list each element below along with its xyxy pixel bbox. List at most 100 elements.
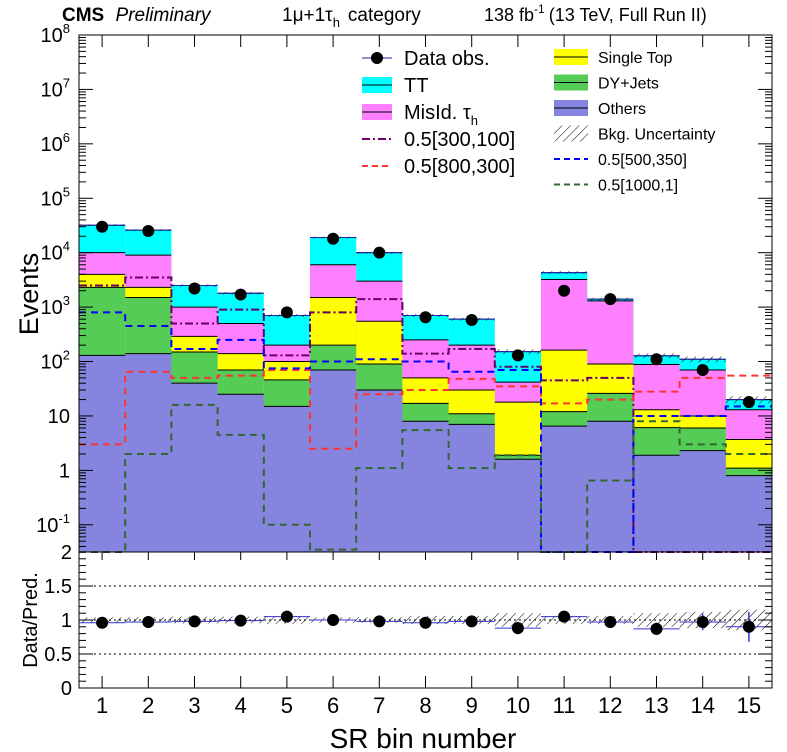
x-axis: 1 2 3 4 5 6 7 8 9 10 11 12 13 14 15 [96, 35, 761, 718]
tick-exponent: 6 [63, 130, 70, 145]
tick-base: 10 [41, 297, 63, 319]
ratio-point-bin-14 [696, 616, 709, 629]
x-tick-label-10: 10 [506, 693, 530, 718]
legend-label-sig_1000_1: 0.5[1000,1] [598, 178, 678, 195]
legend-label-sig_800_300: 0.5[800,300] [404, 156, 515, 178]
tick-exponent: 8 [63, 21, 70, 36]
tick-base: 10 [41, 352, 63, 374]
data-point-bin-7 [373, 246, 386, 259]
stack-bar-others-bin-11 [541, 426, 588, 552]
legend-label-singletop: Single Top [598, 50, 673, 67]
data-point-bin-2 [142, 225, 155, 238]
ratio-y-tick-label-3: 1.5 [44, 576, 72, 598]
x-tick-label-15: 15 [737, 693, 761, 718]
main-y-tick-label-2: 10 [48, 406, 70, 428]
lumi-superscript: -1 [534, 2, 545, 16]
tick-exponent: -1 [58, 511, 70, 526]
status-label: Preliminary [116, 5, 213, 26]
legend-label-others: Others [598, 101, 646, 118]
legend-left-data-marker [371, 52, 383, 64]
data-point-bin-10 [511, 349, 524, 362]
ratio-point-bin-2 [142, 616, 155, 629]
x-tick-label-12: 12 [598, 693, 622, 718]
main-y-tick-label-9: 108 [41, 21, 70, 47]
main-y-tick-label-4: 103 [41, 293, 70, 319]
stack-bar-others-bin-5 [263, 406, 310, 552]
x-tick-label-4: 4 [235, 693, 247, 718]
ratio-y-label: Data/Pred. [20, 572, 42, 668]
legend-subscript: h [471, 113, 478, 128]
ratio-point-bin-3 [188, 615, 201, 628]
category-subscript: h [333, 15, 340, 30]
data-point-bin-14 [696, 363, 709, 376]
stack-bar-others-bin-15 [725, 475, 772, 552]
tick-base: 10 [41, 25, 63, 47]
x-tick-label-11: 11 [553, 693, 576, 718]
data-point-bin-13 [650, 353, 663, 366]
legend-label-sig_300_100: 0.5[300,100] [404, 129, 515, 151]
stack-bar-others-bin-8 [402, 421, 449, 552]
main-y-tick-label-0: 10-1 [36, 511, 70, 537]
stack-bar-others-bin-2 [125, 353, 172, 552]
data-point-bin-9 [465, 313, 478, 326]
stack-bar-others-bin-13 [633, 455, 680, 552]
tick-base: 10 [41, 79, 63, 101]
legend-label-tt: TT [404, 75, 428, 97]
data-point-bin-15 [742, 396, 755, 409]
x-tick-label-3: 3 [188, 693, 200, 718]
main-stack [79, 224, 772, 552]
stack-bar-others-bin-14 [679, 450, 726, 552]
tick-base: 10 [41, 188, 63, 210]
ratio-point-bin-5 [280, 610, 293, 623]
ratio-point-bin-8 [419, 616, 432, 629]
tick-base: 10 [36, 515, 58, 537]
stack-bar-others-bin-6 [310, 369, 357, 552]
ratio-point-bin-4 [234, 614, 247, 627]
lumi-value: 138 fb [484, 5, 534, 25]
ratio-point-bin-11 [558, 610, 571, 623]
ratio-band-bin-10 [494, 613, 541, 627]
legend-label-dy: DY+Jets [598, 76, 659, 93]
main-y-tick-label-6: 105 [41, 184, 70, 210]
x-tick-label-7: 7 [373, 693, 385, 718]
plot-header: CMS Preliminary [62, 5, 212, 26]
x-tick-label-14: 14 [690, 693, 714, 718]
ratio-point-bin-6 [327, 614, 340, 626]
main-y-tick-label-8: 107 [41, 75, 70, 101]
tick-exponent: 3 [63, 293, 70, 308]
ratio-points [96, 610, 755, 642]
data-point-bin-12 [604, 293, 617, 306]
data-point-bin-4 [234, 288, 247, 301]
main-y-tick-label-5: 104 [41, 239, 70, 265]
legend: Data obs. TT MisId. τh0.5[300,100] 0.5[800,… [362, 48, 715, 195]
category-prefix: 1μ+1τ [282, 5, 333, 26]
lumi-rest: (13 TeV, Full Run II) [549, 5, 707, 25]
legend-label-misid: MisId. τh [404, 102, 478, 128]
ratio-y-tick-label-1: 0.5 [44, 644, 72, 666]
ratio-y-axis: 0 0.5 1 1.5 2 [44, 542, 772, 700]
ratio-point-bin-9 [465, 615, 478, 628]
tick-exponent: 4 [63, 239, 70, 254]
tick-base: 10 [41, 134, 63, 156]
ratio-point-bin-12 [604, 616, 617, 629]
ratio-point-bin-10 [511, 622, 524, 635]
main-y-tick-label-7: 106 [41, 130, 70, 156]
category-label: 1μ+1τh category [282, 5, 421, 30]
signal-line-sig_1000_1 [79, 403, 772, 553]
data-point-bin-1 [96, 220, 109, 233]
main-y-label: Events [14, 253, 44, 336]
stack-bar-others-bin-12 [587, 421, 634, 552]
data-point-bin-11 [558, 284, 571, 297]
legend-label-uncertainty: Bkg. Uncertainty [598, 127, 715, 144]
data-point-bin-8 [419, 311, 432, 324]
ratio-point-bin-7 [373, 615, 386, 628]
stack-bar-others-bin-9 [448, 424, 495, 552]
stack-bar-others-bin-1 [79, 355, 126, 552]
stack-bar-others-bin-3 [171, 383, 218, 552]
main-signal-lines [79, 276, 772, 553]
ratio-band-bin-13 [633, 613, 680, 627]
ratio-point-bin-15 [742, 620, 755, 633]
data-point-bin-5 [280, 306, 293, 319]
stack-bar-others-bin-4 [217, 394, 264, 552]
